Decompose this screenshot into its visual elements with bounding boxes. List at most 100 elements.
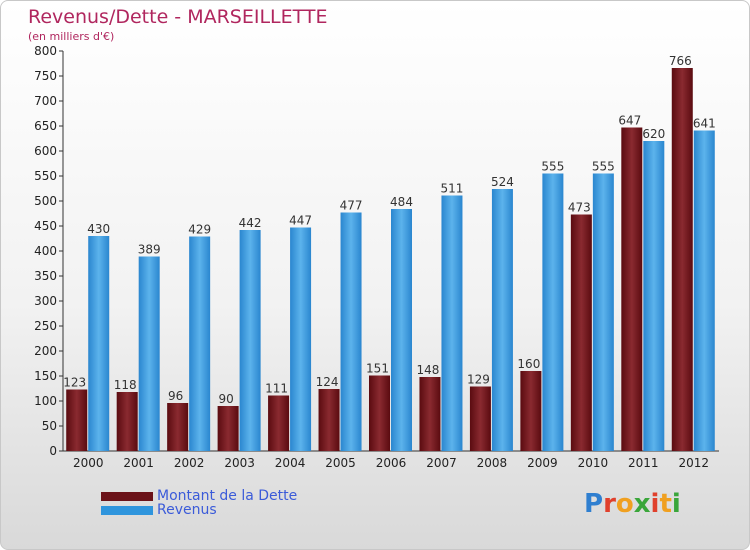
- data-label-debt: 647: [618, 114, 641, 128]
- x-tick-label: 2002: [174, 456, 205, 470]
- data-label-debt: 123: [63, 376, 86, 390]
- y-tick-label: 650: [34, 119, 57, 133]
- chart-title: Revenus/Dette - MARSEILLETTE: [28, 6, 328, 28]
- bar-debt: [217, 406, 239, 451]
- data-label-revenue: 524: [491, 175, 514, 189]
- logo-letter: t: [659, 489, 672, 519]
- data-labels-group: 123 430 118 389 96 429 90 442 111 447 124 477 151 484…: [63, 54, 715, 406]
- legend-label-revenue: Revenus: [157, 502, 217, 518]
- legend-item-debt: Montant de la Dette: [101, 488, 297, 504]
- data-label-debt: 148: [417, 363, 440, 377]
- bar-debt: [520, 371, 542, 451]
- data-label-debt: 473: [568, 201, 591, 215]
- bar-revenue: [138, 256, 160, 451]
- y-tick-label: 0: [49, 444, 57, 458]
- bar-debt: [268, 395, 290, 451]
- y-tick-label: 150: [34, 369, 57, 383]
- y-tick-label: 600: [34, 144, 57, 158]
- x-tick-label: 2007: [426, 456, 457, 470]
- data-label-revenue: 555: [541, 160, 564, 174]
- proxiti-logo: Proxiti: [584, 489, 681, 519]
- chart-subtitle: (en milliers d'€): [28, 30, 115, 43]
- x-tick-label: 2004: [275, 456, 306, 470]
- data-label-debt: 766: [669, 54, 692, 68]
- data-label-revenue: 555: [592, 160, 615, 174]
- y-tick-label: 750: [34, 69, 57, 83]
- bar-revenue: [643, 141, 665, 451]
- bar-debt: [116, 392, 138, 451]
- y-tick-label: 250: [34, 319, 57, 333]
- bar-revenue: [693, 130, 715, 451]
- x-tick-label: 2003: [224, 456, 255, 470]
- y-tick-label: 300: [34, 294, 57, 308]
- bar-revenue: [391, 209, 412, 451]
- bar-revenue: [491, 189, 513, 451]
- data-label-revenue: 447: [289, 214, 312, 228]
- data-label-revenue: 641: [693, 117, 716, 131]
- y-tick-label: 500: [34, 194, 57, 208]
- bar-revenue: [239, 230, 261, 451]
- bar-debt: [570, 214, 592, 451]
- logo-letter: r: [603, 489, 616, 519]
- data-label-revenue: 442: [239, 216, 262, 230]
- bar-revenue: [592, 173, 614, 451]
- y-tick-label: 700: [34, 94, 57, 108]
- x-tick-label: 2008: [477, 456, 508, 470]
- data-label-debt: 151: [366, 362, 389, 376]
- logo-letter: i: [671, 489, 681, 519]
- data-label-revenue: 430: [87, 222, 110, 236]
- x-tick-label: 2001: [123, 456, 154, 470]
- y-tick-label: 400: [34, 244, 57, 258]
- y-tick-label: 550: [34, 169, 57, 183]
- x-tick-label: 2011: [628, 456, 659, 470]
- data-label-revenue: 511: [441, 182, 464, 196]
- bar-revenue: [542, 173, 564, 451]
- bar-debt: [66, 389, 88, 451]
- x-tick-label: 2005: [325, 456, 356, 470]
- data-label-revenue: 620: [642, 127, 665, 141]
- bar-debt: [621, 127, 643, 451]
- x-tick-label: 2009: [527, 456, 558, 470]
- bar-revenue: [441, 195, 463, 451]
- logo-letter: x: [633, 489, 651, 519]
- y-tick-label: 450: [34, 219, 57, 233]
- legend-swatch-debt: [101, 491, 153, 501]
- bar-debt: [318, 389, 340, 451]
- logo-letter: i: [650, 489, 660, 519]
- bar-debt: [671, 68, 693, 451]
- bars-group: [66, 68, 715, 451]
- y-tick-label: 800: [34, 44, 57, 58]
- data-label-debt: 129: [467, 373, 490, 387]
- data-label-debt: 124: [316, 375, 339, 389]
- y-tick-label: 200: [34, 344, 57, 358]
- legend-swatch-revenue: [101, 505, 153, 515]
- data-label-debt: 96: [168, 389, 183, 403]
- y-tick-label: 100: [34, 394, 57, 408]
- bar-revenue: [189, 236, 211, 451]
- logo-letter: o: [615, 489, 634, 519]
- data-label-revenue: 389: [138, 243, 161, 257]
- bar-revenue: [88, 236, 110, 451]
- data-label-debt: 111: [265, 382, 288, 396]
- x-tick-label: 2010: [578, 456, 609, 470]
- x-tick-label: 2012: [678, 456, 709, 470]
- data-label-revenue: 477: [340, 199, 363, 213]
- x-tick-label: 2000: [73, 456, 104, 470]
- y-tick-label: 350: [34, 269, 57, 283]
- data-label-debt: 118: [114, 378, 137, 392]
- data-label-revenue: 429: [188, 223, 211, 237]
- y-tick-label: 50: [42, 419, 57, 433]
- bar-revenue: [290, 227, 312, 451]
- legend-label-debt: Montant de la Dette: [157, 488, 298, 504]
- bar-debt: [419, 377, 441, 451]
- x-tick-label: 2006: [376, 456, 407, 470]
- data-label-debt: 160: [517, 357, 540, 371]
- legend-item-revenue: Revenus: [101, 502, 217, 518]
- bar-debt: [369, 375, 390, 451]
- data-label-revenue: 484: [390, 195, 413, 209]
- bar-revenue: [340, 212, 362, 451]
- bar-debt: [167, 403, 189, 451]
- logo-letter: P: [584, 489, 604, 519]
